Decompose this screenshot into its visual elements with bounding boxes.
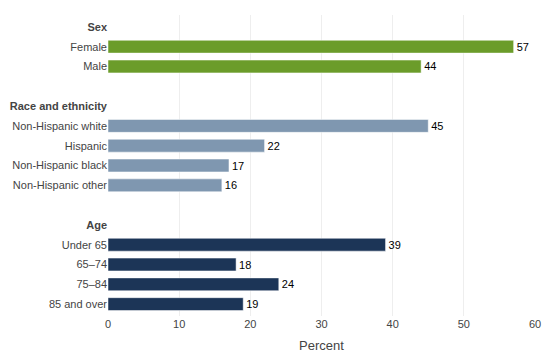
svg-text:18: 18 bbox=[239, 259, 251, 271]
svg-text:20: 20 bbox=[244, 318, 256, 330]
svg-text:Female: Female bbox=[70, 41, 107, 53]
svg-text:22: 22 bbox=[268, 140, 280, 152]
svg-text:39: 39 bbox=[389, 239, 401, 251]
svg-text:17: 17 bbox=[232, 160, 244, 172]
svg-text:Non-Hispanic other: Non-Hispanic other bbox=[13, 179, 107, 191]
svg-text:75–84: 75–84 bbox=[76, 278, 107, 290]
svg-text:Non-Hispanic white: Non-Hispanic white bbox=[12, 120, 107, 132]
svg-text:16: 16 bbox=[225, 179, 237, 191]
svg-text:Hispanic: Hispanic bbox=[65, 140, 108, 152]
svg-text:85 and over: 85 and over bbox=[49, 298, 107, 310]
svg-text:19: 19 bbox=[246, 298, 258, 310]
svg-text:Non-Hispanic black: Non-Hispanic black bbox=[12, 159, 107, 171]
svg-text:57: 57 bbox=[517, 41, 529, 53]
svg-text:24: 24 bbox=[282, 278, 294, 290]
svg-text:Sex: Sex bbox=[87, 21, 107, 33]
svg-text:Under 65: Under 65 bbox=[62, 239, 107, 251]
svg-text:Race and ethnicity: Race and ethnicity bbox=[10, 100, 108, 112]
svg-text:Percent: Percent bbox=[299, 338, 344, 353]
svg-text:10: 10 bbox=[173, 318, 185, 330]
svg-text:Male: Male bbox=[83, 60, 107, 72]
svg-text:0: 0 bbox=[105, 318, 111, 330]
svg-text:40: 40 bbox=[387, 318, 399, 330]
svg-text:44: 44 bbox=[424, 60, 436, 72]
svg-text:45: 45 bbox=[431, 120, 443, 132]
svg-text:30: 30 bbox=[315, 318, 327, 330]
svg-text:50: 50 bbox=[458, 318, 470, 330]
svg-text:65–74: 65–74 bbox=[76, 258, 107, 270]
svg-text:60: 60 bbox=[529, 318, 541, 330]
svg-text:Age: Age bbox=[86, 219, 107, 231]
